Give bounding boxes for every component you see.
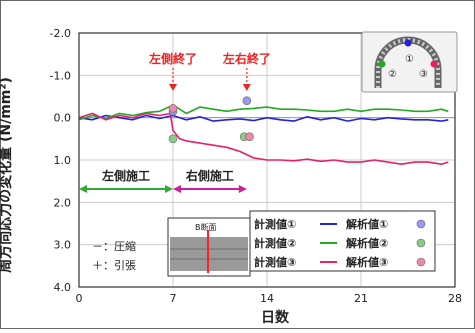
y-tick-label: 2.0 [54,196,72,209]
x-tick-label: 21 [354,292,368,305]
axis-ticks: -2.0 -1.0 0.0 1.0 2.0 3.0 4.0 0 7 14 21 28 [50,27,462,305]
inset-title: B断面 [195,222,217,232]
left-end-label: 左側終了 [148,51,197,66]
legend-marker-2 [416,238,426,248]
legend-analysis-3: 解析値③ [346,255,388,269]
legend-frame [249,210,436,272]
series-line-1 [78,114,449,122]
legend: 計測値① 解析値① 計測値② 解析値② 計測値③ 解析値③ [249,210,436,272]
plot-frame [78,32,456,288]
series [78,96,449,165]
series-line-2 [78,104,449,121]
right-construction-arrow-head-left [173,185,181,193]
sensor-2-marker [378,60,386,68]
y-axis-label: 周方向応力の変化量 (N/mm²) [0,77,14,273]
legend-marker-1 [416,219,426,229]
analysis-marker-3 [168,104,178,113]
left-end-arrow-head [169,84,177,91]
y-tick-label: 4.0 [54,281,72,294]
legend-measured-1: 計測値① [254,217,296,231]
analysis-marker-3 [245,132,254,142]
both-end-arrow-head [242,84,251,91]
tension-note: ＋：引張 [92,258,136,272]
left-construction-arrow-head-left [79,185,87,193]
x-tick-label: 0 [76,292,83,305]
left-construction-label: 左側施工 [101,168,150,183]
analysis-marker-2 [168,134,178,144]
tunnel-diagram: ① ② ③ [361,31,458,93]
sensor-2-label: ② [388,69,397,80]
y-tick-label: 3.0 [54,239,72,252]
sensor-1-marker [404,39,412,47]
legend-measured-3: 計測値③ [254,255,296,269]
legend-marker-3 [416,257,426,267]
y-tick-label: -2.0 [50,27,71,40]
legend-analysis-1: 解析値① [346,217,388,231]
sensor-1-label: ① [405,54,414,65]
x-axis-label: 日数 [261,309,290,326]
x-tick-label: 7 [170,292,177,305]
x-tick-label: 14 [260,292,274,305]
y-tick-label: 0.0 [54,112,72,125]
series-line-3 [78,112,449,165]
right-construction-label: 右側施工 [185,168,234,183]
sign-note: －：圧縮 ＋：引張 [92,239,136,272]
both-end-label: 左右終了 [222,51,271,66]
sensor-3-marker [430,60,438,68]
legend-analysis-2: 解析値② [346,236,388,250]
compression-note: －：圧縮 [92,239,136,253]
legend-measured-2: 計測値② [254,236,296,250]
y-tick-label: 1.0 [54,154,72,167]
sensor-3-label: ③ [419,69,428,80]
left-construction-arrow-head-right [165,185,173,193]
inset-section-b: B断面 [167,217,251,277]
analysis-marker-1 [242,96,252,106]
right-construction-arrow-head-right [238,185,247,193]
x-tick-label: 28 [448,292,462,305]
y-tick-label: -1.0 [50,69,71,82]
